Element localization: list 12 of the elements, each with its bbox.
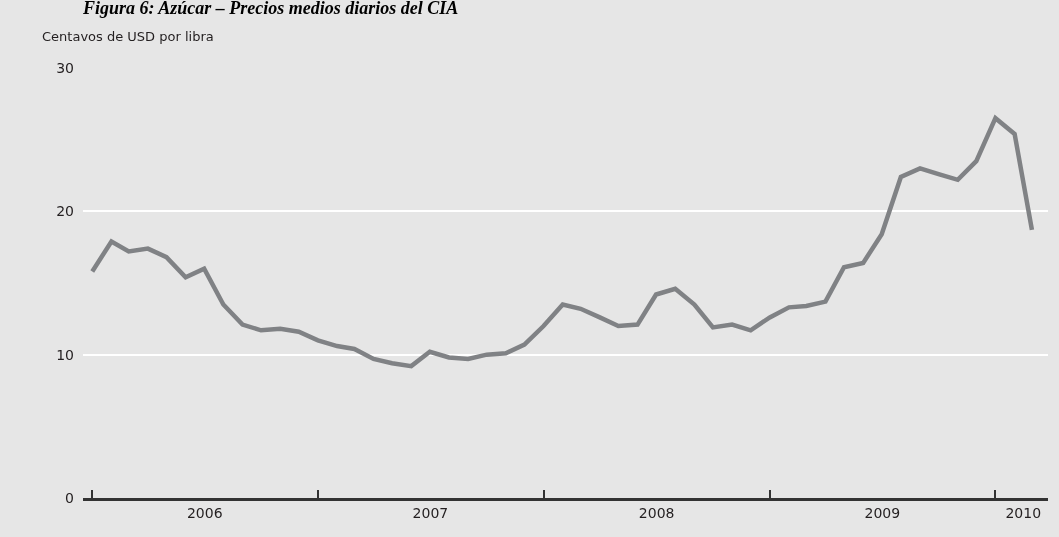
y-tick-label: 0 <box>65 489 74 506</box>
y-tick-label: 10 <box>56 346 74 363</box>
chart-title: Figura 6: Azúcar – Precios medios diarios del CIA <box>82 0 459 19</box>
line-series <box>90 115 1035 369</box>
x-tick-label: 2009 <box>864 504 901 521</box>
x-tick-label: 2006 <box>186 504 223 521</box>
y-axis-title: Centavos de USD por libra <box>42 29 214 44</box>
x-tick-label: 2007 <box>412 504 449 521</box>
y-tick-label: 30 <box>56 59 74 76</box>
x-tick-label: 2010 <box>1005 504 1042 521</box>
x-tick-label: 2008 <box>638 504 675 521</box>
y-tick-label: 20 <box>56 203 74 220</box>
